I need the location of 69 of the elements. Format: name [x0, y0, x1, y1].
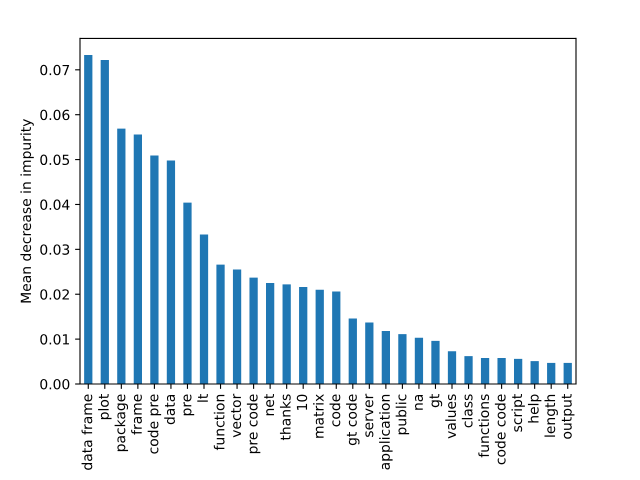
bar [117, 128, 126, 384]
bar [249, 278, 258, 384]
y-tick-label: 0.01 [40, 334, 69, 345]
bar [564, 362, 572, 384]
x-tick-label: help [528, 394, 542, 422]
bar [166, 160, 176, 384]
x-tick-label: vector [231, 394, 242, 438]
x-tick-label: lt [197, 394, 208, 402]
bar [216, 264, 225, 384]
y-tick-label: 0.05 [40, 154, 70, 166]
bar [514, 358, 522, 384]
x-tick-label: na [414, 394, 423, 410]
x-tick-label: code pre [148, 394, 162, 454]
bar [464, 356, 473, 384]
x-tick-label: code [330, 394, 340, 426]
x-tick-label: function [214, 394, 225, 450]
bar [365, 322, 374, 384]
bar [84, 55, 92, 384]
bar [134, 134, 142, 384]
x-tick-label: code code [494, 394, 506, 464]
x-tick-label: script [511, 394, 525, 432]
x-tick-label: application [379, 394, 393, 470]
bar [232, 270, 242, 384]
x-tick-label: package [114, 394, 128, 452]
y-tick-label: 0.04 [40, 199, 70, 210]
y-tick-label: 0.07 [40, 64, 70, 76]
x-tick-label: data [164, 394, 175, 424]
y-tick-label: 0.06 [40, 110, 70, 120]
x-tick-label: gt [430, 394, 442, 408]
x-tick-label: pre [184, 394, 194, 416]
bar [200, 234, 208, 384]
bar [282, 284, 291, 384]
bar [150, 156, 159, 384]
x-tick-label: length [544, 394, 558, 437]
y-tick-label: 0.02 [40, 289, 69, 300]
bar [266, 283, 274, 384]
bar [100, 60, 109, 384]
bar [183, 202, 192, 384]
bar [431, 340, 440, 384]
bar [547, 362, 556, 384]
x-tick-label: public [396, 394, 410, 434]
x-tick-label: matrix [313, 394, 324, 438]
x-tick-label: functions [478, 394, 490, 458]
x-tick-label: class [462, 394, 473, 428]
bar [332, 292, 340, 384]
bar [530, 361, 539, 384]
bar [299, 287, 308, 384]
y-tick-label: 0.03 [40, 244, 70, 255]
bar [398, 334, 407, 384]
bar [414, 338, 424, 384]
bar [497, 358, 506, 384]
y-tick-label: 0.00 [40, 378, 70, 390]
bar [448, 351, 456, 384]
x-tick-label: plot [98, 394, 112, 420]
bar [348, 318, 357, 384]
x-tick-label: thanks [280, 394, 291, 440]
x-tick-label: pre code [246, 394, 260, 454]
y-axis-title: Mean decrease in impurity [20, 119, 34, 302]
x-tick-label: frame [131, 394, 142, 435]
x-tick-label: values [445, 394, 456, 438]
x-tick-label: net [264, 394, 274, 416]
bar [480, 358, 490, 384]
bar [382, 331, 390, 384]
x-tick-label: gt code [346, 394, 360, 446]
x-tick-label: output [562, 394, 574, 439]
x-tick-label: 10 [296, 394, 308, 410]
x-tick-label: server [365, 394, 374, 437]
x-tick-label: data frame [82, 394, 92, 470]
bar [316, 290, 324, 384]
